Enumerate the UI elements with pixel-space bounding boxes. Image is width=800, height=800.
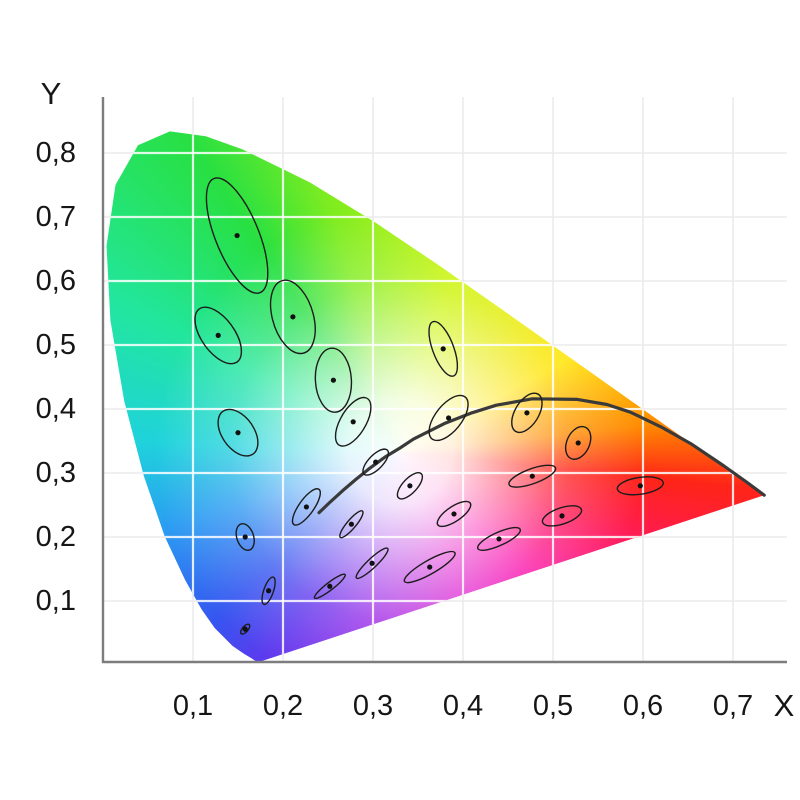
y-tick-label: 0,6 [35,265,76,297]
ellipse-center-dot [242,626,248,632]
ellipse-center-dot [451,511,457,517]
ellipse-center-dot [215,332,221,338]
x-tick-label: 0,3 [352,690,394,722]
macadam-ellipse [194,174,281,297]
ellipse-center-dot [440,346,446,352]
macadam-ellipses [185,174,665,635]
macadam-ellipse [538,502,586,530]
macadam-ellipse [352,546,391,581]
x-axis-title: X [773,688,795,723]
x-tick-label: 0,4 [442,690,484,722]
macadam-ellipse [233,523,256,552]
macadam-ellipse [358,447,393,478]
ellipse-center-dot [348,521,354,527]
y-tick-label: 0,4 [35,393,76,425]
ellipse-center-dot [330,377,336,383]
macadam-ellipse [473,524,524,554]
ellipse-center-dot [446,415,452,421]
macadam-ellipse [336,509,366,539]
macadam-ellipse [328,394,378,449]
ellipse-center-dot [637,483,643,489]
ellipse-center-dot [266,588,272,594]
x-tick-label: 0,7 [712,690,754,722]
ellipse-center-dot [303,504,309,510]
ellipse-center-dot [407,483,413,489]
macadam-ellipse [421,392,476,445]
macadam-ellipse [185,303,251,368]
macadam-ellipse [314,348,353,413]
ellipse-center-dot [290,314,296,320]
macadam-ellipse [399,548,460,587]
macadam-ellipse [239,623,252,635]
macadam-ellipse [615,474,666,498]
macadam-ellipse [210,406,266,460]
x-tick-label: 0,5 [532,690,574,722]
ellipse-center-dot [524,410,530,416]
y-tick-label: 0,2 [35,521,76,553]
macadam-ellipse [432,498,476,530]
ellipse-center-dot [575,440,581,446]
ellipse-center-dot [529,473,535,479]
ellipse-center-dot [350,419,356,425]
ellipse-center-dots [215,232,643,632]
ellipse-center-dot [496,536,502,542]
y-tick-label: 0,5 [35,329,76,361]
y-axis-title: Y [40,76,62,111]
ellipse-center-dot [234,232,240,239]
y-tick-label: 0,8 [35,137,76,169]
ellipse-center-dot [327,583,333,589]
ellipse-center-dot [427,564,433,570]
ellipse-center-dot [373,459,379,465]
x-tick-label: 0,1 [172,690,214,722]
ellipse-center-dot [242,534,248,540]
macadam-ellipse [562,425,595,461]
planckian-locus-curve [317,397,766,515]
macadam-ellipse [423,320,463,378]
macadam-ellipse [263,278,322,356]
macadam-ellipse [393,470,428,501]
macadam-ellipse [506,391,549,436]
macadam-ellipse [505,461,560,491]
ellipse-center-dot [559,513,565,519]
y-tick-label: 0,7 [35,201,76,233]
macadam-ellipse [259,576,278,605]
macadam-ellipse [311,572,348,600]
y-tick-label: 0,3 [35,457,76,489]
y-tick-label: 0,1 [35,585,76,617]
x-tick-label: 0,2 [262,690,304,722]
ellipse-center-dot [235,430,241,436]
macadam-ellipse [287,487,325,528]
ellipse-center-dot [369,560,375,566]
x-tick-label: 0,6 [622,690,664,722]
